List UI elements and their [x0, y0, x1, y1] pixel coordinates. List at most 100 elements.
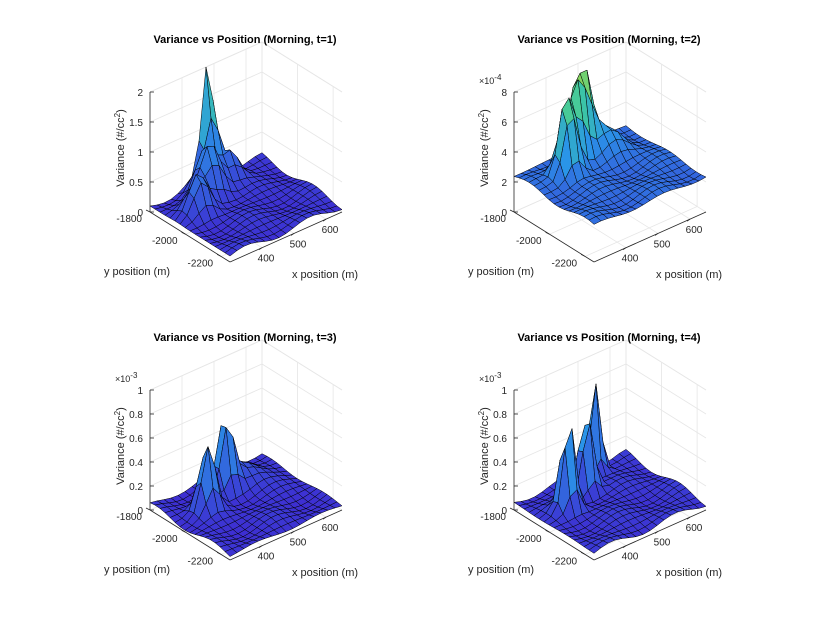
chart-panel-4: 400 500 600 -1800 -2000 -2200 0 0.2 0.4 0.6 0.8 1 ×1… [468, 332, 722, 579]
y-tick-label: -2200 [552, 258, 578, 269]
x-tick [654, 233, 659, 236]
top-edge [625, 41, 707, 93]
y-tick-label: -1800 [116, 512, 142, 523]
z-tick-label: 0.4 [493, 458, 507, 469]
y-axis-line [513, 509, 595, 561]
z-tick-label: 8 [501, 88, 507, 99]
y-tick-label: -2200 [552, 556, 578, 567]
x-tick-label: 500 [654, 239, 671, 250]
y-gridline [584, 86, 698, 257]
y-tick-label: -2000 [152, 236, 178, 247]
z-tick-label: 0.8 [129, 410, 143, 421]
y-tick-label: -1800 [480, 512, 506, 523]
axes: 400 500 600 -1800 -2000 -2200 0 0.5 1 1.5 2 [116, 88, 343, 269]
y-axis-line [149, 509, 231, 561]
y-tick-label: -2200 [188, 258, 214, 269]
y-tick-label: -1800 [116, 214, 142, 225]
x-tick-label: 600 [322, 225, 339, 236]
x-axis-line [229, 509, 343, 561]
x-axis-line [593, 211, 707, 263]
z-exponent: ×10-4 [479, 73, 502, 86]
chart-panel-1: 400 500 600 -1800 -2000 -2200 0 0.5 1 1.5 2 Varianc… [104, 34, 358, 281]
x-axis-label: x position (m) [656, 567, 722, 579]
y-axis-label: y position (m) [468, 266, 534, 278]
z-tick-label: 1 [137, 148, 143, 159]
x-tick-label: 500 [654, 537, 671, 548]
z-tick-label: 0.2 [493, 482, 507, 493]
x-axis-label: x position (m) [292, 269, 358, 281]
y-tick [216, 552, 222, 555]
y-tick [545, 529, 550, 533]
x-tick [322, 218, 327, 222]
surface [513, 383, 707, 554]
surface [513, 69, 707, 225]
y-tick [509, 507, 515, 511]
top-edge [149, 339, 263, 391]
top-edge [625, 339, 707, 391]
x-tick [686, 516, 691, 520]
x-tick-label: 400 [622, 254, 639, 265]
z-axis-label: Variance (#/cc2) [477, 109, 491, 187]
chart-panel-2: 400 500 600 -1800 -2000 -2200 0 2 4 6 8 ×10-4 Varian… [468, 34, 722, 281]
z-axis-label: Variance (#/cc2) [113, 109, 127, 187]
x-tick [654, 531, 659, 534]
top-edge [513, 339, 627, 391]
z-tick-label: 0.2 [129, 482, 143, 493]
y-tick [509, 209, 515, 213]
x-axis-line [593, 509, 707, 561]
x-tick [290, 233, 295, 236]
x-tick [258, 247, 263, 251]
x-tick-label: 600 [686, 523, 703, 534]
chart-panel-3: 400 500 600 -1800 -2000 -2200 0 0.2 0.4 0.6 0.8 1 ×1… [104, 332, 358, 579]
surface [149, 425, 343, 557]
z-tick-label: 0.6 [493, 434, 507, 445]
y-tick [545, 231, 550, 235]
y-tick [181, 231, 186, 235]
z-tick-label: 0.5 [129, 178, 143, 189]
z-tick-label: 0.8 [493, 410, 507, 421]
z-tick-label: 0 [137, 208, 143, 219]
x-tick-label: 400 [622, 552, 639, 563]
z-tick-label: 4 [501, 148, 507, 159]
chart-title: Variance vs Position (Morning, t=1) [153, 34, 336, 46]
z-tick-label: 0.6 [129, 434, 143, 445]
y-tick-label: -2000 [516, 534, 542, 545]
z-tick-label: 0.4 [129, 458, 143, 469]
y-axis-label: y position (m) [468, 564, 534, 576]
z-tick-label: 6 [501, 118, 507, 129]
y-axis-label: y position (m) [104, 564, 170, 576]
z-tick-label: 2 [501, 178, 507, 189]
x-tick-label: 500 [290, 537, 307, 548]
y-axis-line [149, 211, 231, 263]
y-tick [145, 209, 151, 213]
x-tick [290, 531, 295, 534]
y-tick-label: -2000 [152, 534, 178, 545]
z-tick-label: 0 [501, 208, 507, 219]
y-tick [580, 254, 586, 257]
x-axis-line [229, 211, 343, 263]
x-tick [322, 516, 327, 520]
surface-patch [588, 544, 602, 554]
chart-title: Variance vs Position (Morning, t=4) [517, 332, 700, 344]
axes: 400 500 600 -1800 -2000 -2200 0 0.2 0.4 0.6 0.8 1 [116, 386, 343, 567]
z-tick-label: 1.5 [129, 118, 143, 129]
x-axis-label: x position (m) [656, 269, 722, 281]
surface-patch [588, 216, 602, 225]
x-tick-label: 600 [322, 523, 339, 534]
top-edge [513, 41, 627, 93]
top-edge [261, 339, 343, 391]
y-tick-label: -2000 [516, 236, 542, 247]
x-tick [622, 545, 627, 549]
chart-title: Variance vs Position (Morning, t=2) [517, 34, 700, 46]
z-tick-label: 2 [137, 88, 143, 99]
surface-patch [224, 247, 238, 257]
x-axis-label: x position (m) [292, 567, 358, 579]
z-exponent: ×10-3 [479, 371, 502, 384]
z-tick-label: 0 [501, 506, 507, 517]
y-tick [145, 507, 151, 511]
y-tick [580, 552, 586, 555]
y-tick [216, 254, 222, 257]
y-tick [181, 529, 186, 533]
axes: 400 500 600 -1800 -2000 -2200 0 0.2 0.4 0.6 0.8 1 [480, 386, 707, 567]
